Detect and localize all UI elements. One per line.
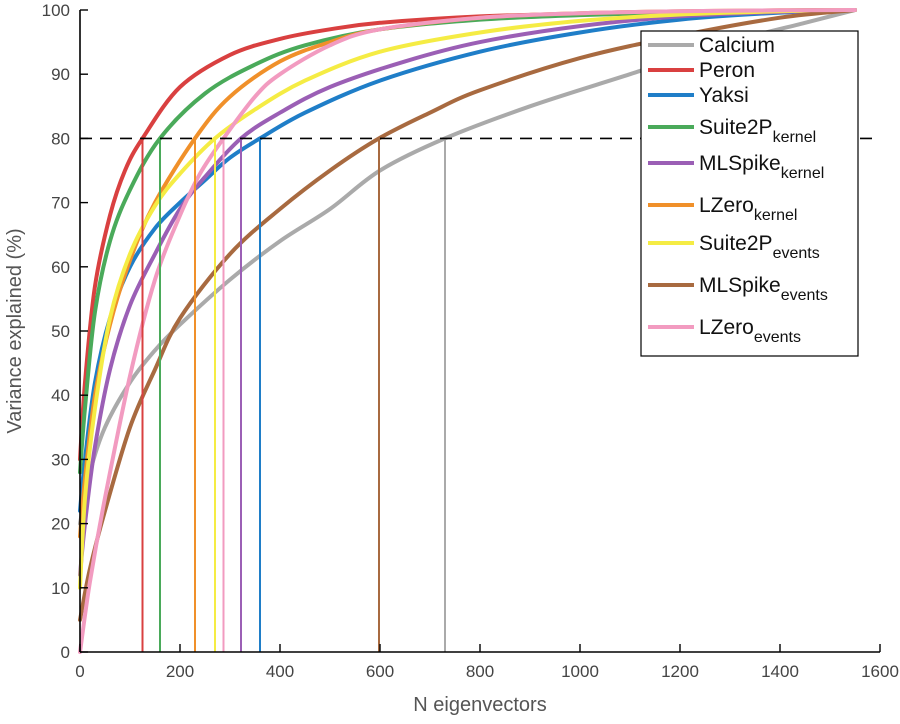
legend-label-5: LZerokernel <box>699 194 797 224</box>
y-tick-label: 20 <box>51 515 70 534</box>
series-line-8 <box>78 8 857 654</box>
legend-label-sub: kernel <box>781 165 825 182</box>
series-line-4 <box>78 8 857 577</box>
x-tick-label: 1200 <box>661 662 699 681</box>
legend-label-main: Peron <box>699 59 755 82</box>
legend-label-main: LZero <box>699 194 754 217</box>
legend-label-main: MLSpike <box>699 274 781 297</box>
legend-label-4: MLSpikekernel <box>699 152 824 182</box>
legend-label-main: Suite2P <box>699 116 773 139</box>
y-tick-label: 80 <box>51 129 70 148</box>
y-tick-label: 100 <box>42 1 70 20</box>
legend-label-sub: events <box>781 287 828 304</box>
legend: CalciumPeronYaksiSuite2PkernelMLSpikeker… <box>640 30 859 357</box>
legend-label-sub: kernel <box>773 129 817 146</box>
legend-box <box>640 30 859 357</box>
y-tick-label: 0 <box>61 643 70 662</box>
x-tick-label: 800 <box>466 662 494 681</box>
legend-label-0: Calcium <box>699 34 775 57</box>
threshold-drop-lines <box>141 138 446 652</box>
series-line-6 <box>78 8 857 590</box>
legend-label-8: LZeroevents <box>699 316 801 346</box>
legend-label-sub: kernel <box>754 207 798 224</box>
legend-label-3: Suite2Pkernel <box>699 116 816 146</box>
series-layer <box>78 8 857 654</box>
y-tick-label: 70 <box>51 194 70 213</box>
x-tick-label: 1400 <box>761 662 799 681</box>
x-tick-label: 200 <box>166 662 194 681</box>
legend-label-7: MLSpikeevents <box>699 274 828 304</box>
y-tick-label: 60 <box>51 258 70 277</box>
legend-label-sub: events <box>773 245 820 262</box>
legend-label-main: Yaksi <box>699 84 749 107</box>
y-axis-label: Variance explained (%) <box>4 228 26 433</box>
legend-label-6: Suite2Pevents <box>699 232 820 262</box>
legend-label-1: Peron <box>699 59 755 82</box>
legend-label-2: Yaksi <box>699 84 749 107</box>
legend-label-main: MLSpike <box>699 152 781 175</box>
x-axis-label: N eigenvectors <box>413 694 546 716</box>
y-tick-label: 40 <box>51 386 70 405</box>
axes: 0 200 400 600 800 1000 1200 1400 1600 0 10 20 30 40 50… <box>42 1 899 681</box>
x-tick-label: 400 <box>266 662 294 681</box>
y-tick-label: 90 <box>51 65 70 84</box>
x-tick-label: 600 <box>366 662 394 681</box>
y-tick-label: 50 <box>51 322 70 341</box>
x-tick-label: 1600 <box>861 662 899 681</box>
x-tick-label: 0 <box>75 662 84 681</box>
legend-label-main: LZero <box>699 316 754 339</box>
x-tick-label: 1000 <box>561 662 599 681</box>
legend-label-main: Suite2P <box>699 232 773 255</box>
y-tick-label: 10 <box>51 579 70 598</box>
legend-label-main: Calcium <box>699 34 775 57</box>
legend-label-sub: events <box>754 329 801 346</box>
y-tick-label: 30 <box>51 450 70 469</box>
